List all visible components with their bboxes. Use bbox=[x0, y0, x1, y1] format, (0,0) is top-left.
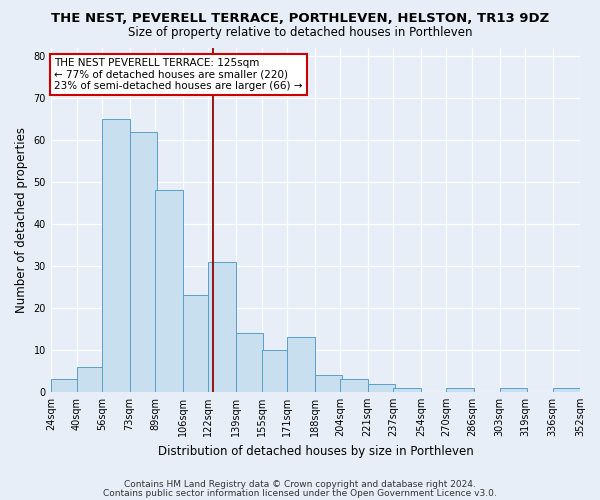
Bar bbox=[130, 132, 157, 392]
Bar bbox=[182, 296, 210, 392]
Text: Size of property relative to detached houses in Porthleven: Size of property relative to detached ho… bbox=[128, 26, 472, 39]
Bar bbox=[394, 388, 421, 392]
Bar bbox=[262, 350, 289, 392]
Bar bbox=[500, 388, 527, 392]
Bar bbox=[77, 366, 104, 392]
Bar bbox=[553, 388, 580, 392]
Text: THE NEST, PEVERELL TERRACE, PORTHLEVEN, HELSTON, TR13 9DZ: THE NEST, PEVERELL TERRACE, PORTHLEVEN, … bbox=[51, 12, 549, 26]
Bar bbox=[340, 380, 368, 392]
Bar bbox=[446, 388, 474, 392]
Bar bbox=[155, 190, 182, 392]
Bar bbox=[287, 338, 314, 392]
Text: Contains public sector information licensed under the Open Government Licence v3: Contains public sector information licen… bbox=[103, 488, 497, 498]
Bar bbox=[314, 375, 342, 392]
Bar bbox=[102, 119, 130, 392]
Bar bbox=[208, 262, 236, 392]
Bar bbox=[368, 384, 395, 392]
Text: Contains HM Land Registry data © Crown copyright and database right 2024.: Contains HM Land Registry data © Crown c… bbox=[124, 480, 476, 489]
X-axis label: Distribution of detached houses by size in Porthleven: Distribution of detached houses by size … bbox=[158, 444, 473, 458]
Text: THE NEST PEVERELL TERRACE: 125sqm
← 77% of detached houses are smaller (220)
23%: THE NEST PEVERELL TERRACE: 125sqm ← 77% … bbox=[54, 58, 302, 91]
Bar bbox=[51, 380, 78, 392]
Y-axis label: Number of detached properties: Number of detached properties bbox=[15, 126, 28, 312]
Bar bbox=[236, 333, 263, 392]
